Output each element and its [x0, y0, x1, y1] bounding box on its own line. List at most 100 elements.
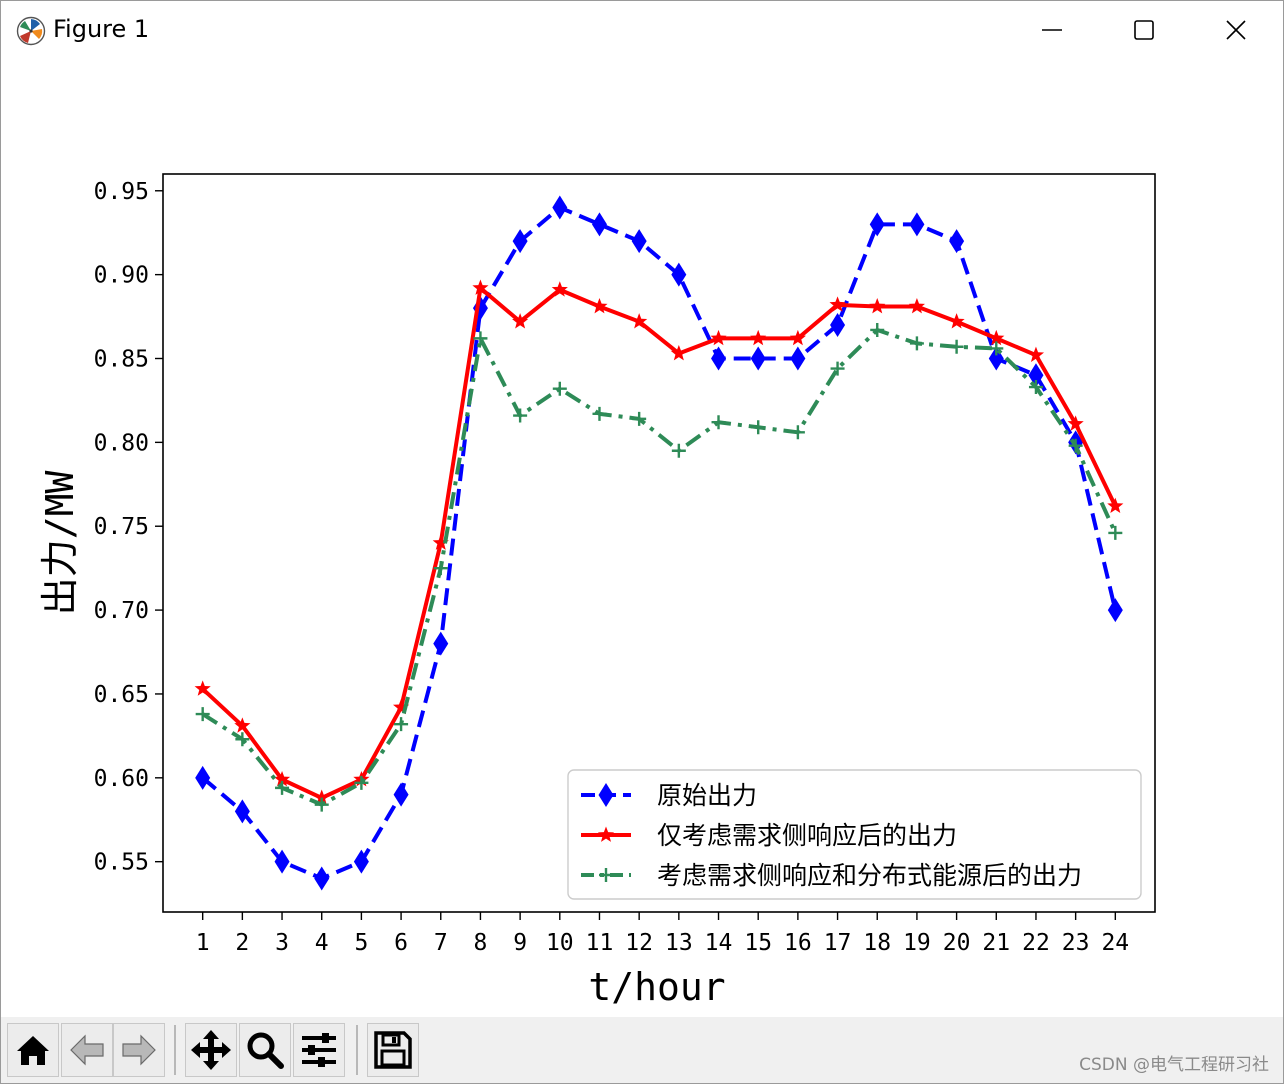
data-point: [512, 229, 528, 254]
x-tick-label: 3: [275, 930, 289, 956]
data-point: [909, 212, 925, 237]
home-icon: [17, 1036, 49, 1065]
legend-label: 仅考虑需求侧响应后的出力: [657, 821, 957, 850]
data-point: [948, 313, 965, 329]
x-tick-label: 16: [784, 930, 812, 956]
save-button[interactable]: [367, 1023, 419, 1077]
minimize-icon: [1041, 29, 1062, 31]
data-point: [1107, 598, 1123, 623]
y-axis-label: 出力/MW: [38, 471, 82, 616]
data-point: [394, 717, 409, 732]
data-point: [314, 797, 329, 812]
window-title: Figure 1: [53, 15, 150, 43]
x-tick-label: 5: [354, 930, 368, 956]
y-axis-ticks: 0.55 0.60 0.65 0.70 0.75 0.80 0.85 0.90 0.95: [94, 179, 163, 876]
data-point: [710, 329, 727, 346]
data-point: [908, 298, 925, 314]
data-point: [671, 262, 687, 287]
y-tick-label: 0.75: [94, 514, 149, 540]
data-point: [670, 344, 687, 361]
data-point: [631, 313, 648, 329]
configure-subplots-button[interactable]: [293, 1023, 345, 1077]
data-point: [870, 322, 885, 337]
data-point: [988, 329, 1005, 346]
legend-label: 原始出力: [657, 781, 757, 810]
arrow-right-icon: [122, 1034, 156, 1066]
data-point: [1028, 380, 1043, 395]
home-button[interactable]: [7, 1023, 59, 1077]
x-tick-label: 18: [863, 930, 891, 956]
data-point: [1027, 346, 1045, 363]
data-point: [195, 765, 211, 790]
y-tick-label: 0.70: [94, 598, 149, 624]
data-point: [552, 381, 567, 396]
x-tick-label: 21: [982, 930, 1010, 956]
data-point: [433, 561, 448, 576]
data-point: [750, 329, 767, 346]
back-button[interactable]: [61, 1023, 113, 1077]
x-tick-label: 23: [1062, 930, 1090, 956]
legend-label: 考虑需求侧响应和分布式能源后的出力: [657, 861, 1082, 890]
data-point: [1108, 525, 1123, 540]
forward-button[interactable]: [113, 1023, 165, 1077]
data-point: [275, 780, 290, 795]
legend-marker: [597, 826, 615, 842]
data-point: [314, 866, 330, 891]
data-point: [234, 799, 250, 824]
y-tick-label: 0.55: [94, 850, 149, 876]
legend-marker: [599, 868, 613, 882]
x-tick-label: 22: [1022, 930, 1050, 956]
data-point: [949, 229, 965, 254]
data-point: [869, 298, 886, 314]
x-tick-label: 24: [1101, 930, 1129, 956]
minimize-button[interactable]: [1005, 1, 1098, 59]
x-tick-label: 8: [474, 930, 488, 956]
plot-frame: [162, 173, 1156, 913]
x-tick-label: 12: [625, 930, 653, 956]
y-tick-label: 0.95: [94, 179, 149, 205]
move-arrows-icon: [191, 1030, 231, 1070]
data-point: [194, 680, 211, 696]
data-point: [790, 425, 805, 440]
data-point: [829, 296, 846, 312]
data-point: [790, 346, 806, 371]
data-point: [472, 279, 489, 295]
title-bar: Figure 1: [1, 1, 1283, 59]
close-icon: [1225, 20, 1246, 40]
close-button[interactable]: [1189, 1, 1282, 59]
zoom-button[interactable]: [239, 1023, 291, 1077]
data-point: [592, 406, 607, 421]
data-point: [909, 336, 924, 351]
data-point: [432, 534, 449, 550]
x-tick-label: 13: [665, 930, 693, 956]
x-tick-label: 14: [705, 930, 733, 956]
data-point: [989, 341, 1004, 356]
data-point: [512, 313, 529, 329]
navigation-toolbar: CSDN @电气工程研习社: [1, 1017, 1283, 1083]
maximize-button[interactable]: [1097, 1, 1190, 59]
plot-layer: [194, 195, 1124, 891]
data-point: [274, 849, 290, 874]
data-point: [235, 732, 250, 747]
chart-canvas[interactable]: 1 2 3 4 5 6 7 8 9 10 11 12 13 14 15 16 17 18 19 20 21 22 23 24 …: [1, 59, 1283, 1017]
sliders-icon: [302, 1033, 336, 1067]
x-tick-label: 9: [513, 930, 527, 956]
data-point: [273, 771, 291, 787]
series-line: [201, 327, 1118, 807]
data-point: [195, 707, 210, 722]
data-point: [949, 339, 964, 354]
data-point: [830, 312, 846, 337]
line-chart: 1 2 3 4 5 6 7 8 9 10 11 12 13 14 15 16 17 18 19 20 21 22 23 24 …: [38, 173, 1156, 1009]
data-point: [711, 415, 726, 430]
pan-button[interactable]: [185, 1023, 237, 1077]
legend-entry-2: 仅考虑需求侧响应后的出力: [581, 821, 957, 850]
data-point: [234, 717, 251, 733]
x-tick-label: 15: [744, 930, 772, 956]
arrow-left-icon: [70, 1034, 104, 1066]
y-tick-label: 0.65: [94, 682, 149, 708]
toolbar-separator: [174, 1025, 176, 1075]
x-axis-label: t/hour: [588, 965, 725, 1009]
y-tick-label: 0.80: [94, 430, 149, 456]
x-axis-ticks: 1 2 3 4 5 6 7 8 9 10 11 12 13 14 15 16 17 18 19 20 21 22 23 24: [196, 912, 1129, 956]
